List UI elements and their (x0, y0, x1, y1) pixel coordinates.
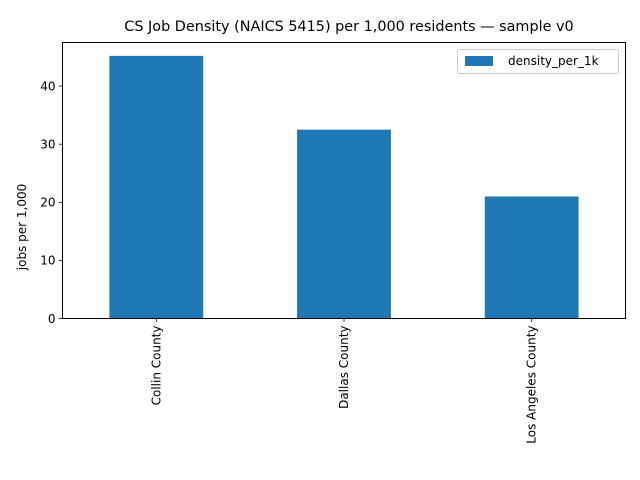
y-tick-label-1: 10 (40, 254, 55, 268)
y-axis: 0 10 20 30 40 (40, 79, 63, 326)
legend-swatch (465, 56, 493, 66)
y-tick-label-4: 40 (40, 79, 55, 93)
plot-frame (62, 42, 626, 319)
x-axis: Collin County Dallas County Los Angeles Co… (149, 318, 539, 444)
y-tick-label-2: 20 (40, 196, 55, 210)
legend-label: density_per_1k (508, 54, 599, 68)
x-tick-label-2: Los Angeles County (525, 326, 539, 444)
bar-1 (297, 129, 391, 319)
legend-box (457, 49, 619, 74)
bar-2 (484, 196, 579, 319)
legend: density_per_1k (457, 49, 619, 74)
bars-group (109, 55, 579, 319)
y-axis-label: jobs per 1,000 (15, 184, 29, 271)
y-tick-label-0: 0 (48, 312, 56, 326)
x-tick-label-1: Dallas County (337, 326, 351, 409)
x-tick-label-0: Collin County (149, 326, 163, 406)
y-tick-label-3: 30 (40, 137, 55, 151)
chart-title: CS Job Density (NAICS 5415) per 1,000 re… (124, 19, 573, 35)
bar-0 (109, 55, 204, 319)
